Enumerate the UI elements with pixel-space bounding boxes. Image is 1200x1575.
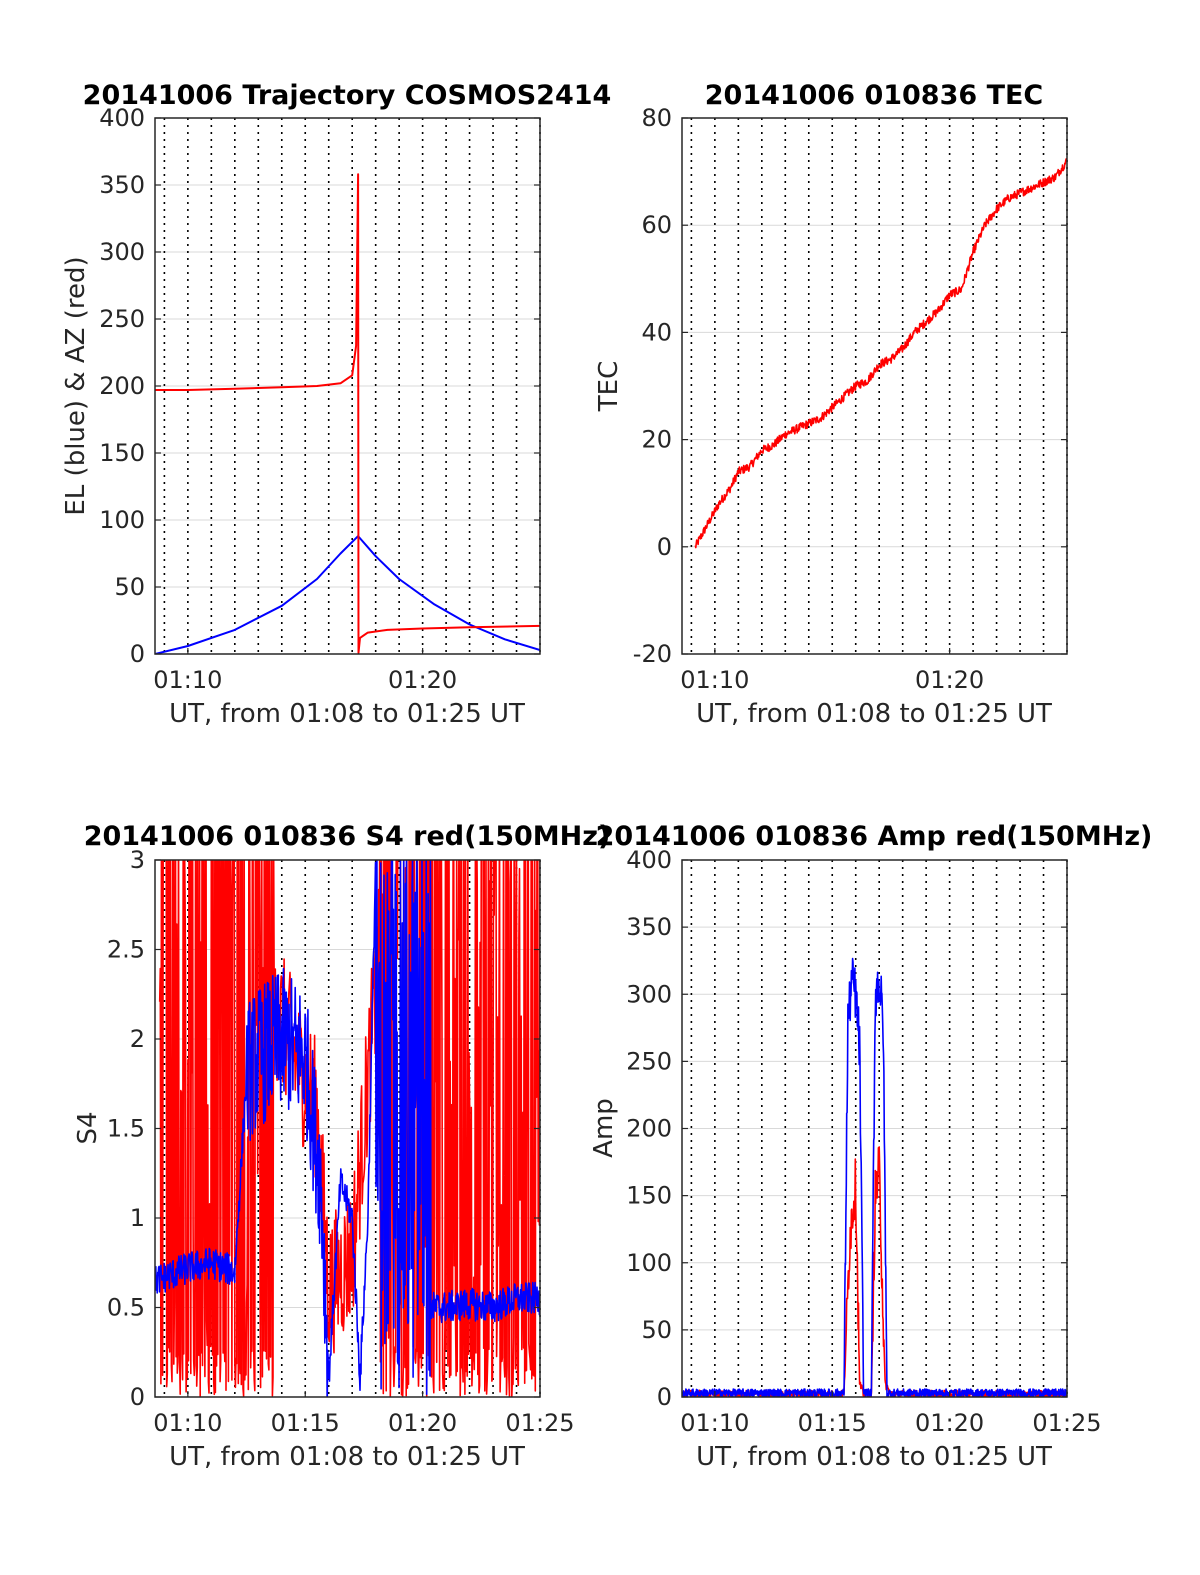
- series-group: [155, 173, 540, 654]
- ytick-label: 300: [626, 980, 672, 1008]
- panel-trajectory-title: 20141006 Trajectory COSMOS2414: [83, 80, 612, 111]
- ytick-label: 250: [99, 305, 145, 333]
- xtick-label: 01:20: [388, 666, 457, 694]
- panel-tec-title: 20141006 010836 TEC: [705, 80, 1044, 111]
- panel-tec-ylabel: TEC: [594, 361, 624, 412]
- ytick-label: 40: [641, 318, 672, 346]
- ytick-label: 400: [99, 104, 145, 132]
- panel-amp: 20141006 010836 Amp red(150MHz) 0 50 100 15…: [589, 821, 1152, 1472]
- ytick-label: 150: [99, 439, 145, 467]
- ytick-label: -20: [633, 640, 672, 668]
- ytick-label: 200: [626, 1115, 672, 1143]
- ytick-label: 50: [114, 573, 145, 601]
- ytick-label: 50: [641, 1316, 672, 1344]
- series-group: [155, 860, 540, 1397]
- panel-amp-ticks: 0 50 100 150 200 250 300 350 400 01:10 01:15 01:20 0…: [626, 846, 1101, 1437]
- ytick-label: 250: [626, 1047, 672, 1075]
- panel-trajectory-series: [155, 173, 540, 654]
- panel-s4-ticks: 0 0.5 1 1.5 2 2.5 3 01:10 01:15 01:20 01:25: [107, 846, 575, 1437]
- xtick-label: 01:15: [271, 1409, 340, 1437]
- ytick-label: 80: [641, 104, 672, 132]
- panel-trajectory-grid: [155, 118, 541, 654]
- panel-s4-ylabel: S4: [73, 1111, 103, 1144]
- panel-tec-axes-box: [681, 117, 1068, 655]
- panel-s4-xlabel: UT, from 01:08 to 01:25 UT: [169, 1442, 525, 1472]
- xtick-label: 01:20: [915, 1409, 984, 1437]
- ytick-label: 60: [641, 211, 672, 239]
- xtick-label: 01:25: [505, 1409, 574, 1437]
- xtick-label: 01:10: [153, 1409, 222, 1437]
- ytick-label: 350: [626, 913, 672, 941]
- series-group: [694, 158, 1067, 549]
- ytick-label: 150: [626, 1182, 672, 1210]
- panel-amp-ylabel: Amp: [589, 1098, 619, 1158]
- panel-tec-series: [694, 158, 1067, 549]
- xtick-label: 01:10: [153, 666, 222, 694]
- panel-tec-ticks: -20 0 20 40 60 80 01:10 01:20: [633, 104, 1067, 694]
- ytick-label: 100: [99, 506, 145, 534]
- xtick-label: 01:20: [915, 666, 984, 694]
- ytick-label: 200: [99, 372, 145, 400]
- panel-trajectory-xlabel: UT, from 01:08 to 01:25 UT: [169, 699, 525, 729]
- xtick-label: 01:10: [680, 666, 749, 694]
- panel-s4: 20141006 010836 S4 red(150MHz) 0 0.5 1 1.5 2…: [73, 821, 611, 1472]
- xtick-label: 01:20: [388, 1409, 457, 1437]
- ytick-label: 2.5: [107, 936, 145, 964]
- panel-trajectory: 20141006 Trajectory COSMOS2414 0 50 100 150…: [61, 80, 611, 729]
- panel-s4-series: [155, 860, 540, 1397]
- ytick-label: 0: [657, 1383, 672, 1411]
- ytick-label: 3: [130, 846, 145, 874]
- ytick-label: 300: [99, 238, 145, 266]
- panel-tec-xlabel: UT, from 01:08 to 01:25 UT: [696, 699, 1052, 729]
- ytick-label: 0.5: [107, 1294, 145, 1322]
- series-line-red: [158, 860, 540, 1397]
- series-line-red: [694, 158, 1067, 549]
- ytick-label: 0: [130, 640, 145, 668]
- xtick-label: 01:15: [798, 1409, 867, 1437]
- ytick-label: 2: [130, 1025, 145, 1053]
- panel-s4-title: 20141006 010836 S4 red(150MHz): [84, 821, 611, 852]
- ytick-label: 100: [626, 1249, 672, 1277]
- ytick-label: 1.5: [107, 1115, 145, 1143]
- xtick-label: 01:10: [680, 1409, 749, 1437]
- series-line-red: [155, 173, 540, 654]
- xtick-label: 01:25: [1032, 1409, 1101, 1437]
- ytick-label: 20: [641, 426, 672, 454]
- ytick-label: 0: [657, 533, 672, 561]
- panel-amp-title: 20141006 010836 Amp red(150MHz): [596, 821, 1153, 852]
- series-line-blue: [155, 860, 540, 1397]
- series-line-blue: [682, 957, 1067, 1397]
- ytick-label: 1: [130, 1204, 145, 1232]
- ytick-label: 400: [626, 846, 672, 874]
- panel-amp-xlabel: UT, from 01:08 to 01:25 UT: [696, 1442, 1052, 1472]
- panel-trajectory-ticks: 0 50 100 150 200 250 300 350 400 01:10 01:20: [99, 104, 540, 694]
- panel-trajectory-ylabel: EL (blue) & AZ (red): [61, 256, 91, 515]
- ytick-label: 350: [99, 171, 145, 199]
- panel-tec: 20141006 010836 TEC -20 0 20 40 60 80 01:10 01:…: [594, 80, 1068, 729]
- ytick-label: 0: [130, 1383, 145, 1411]
